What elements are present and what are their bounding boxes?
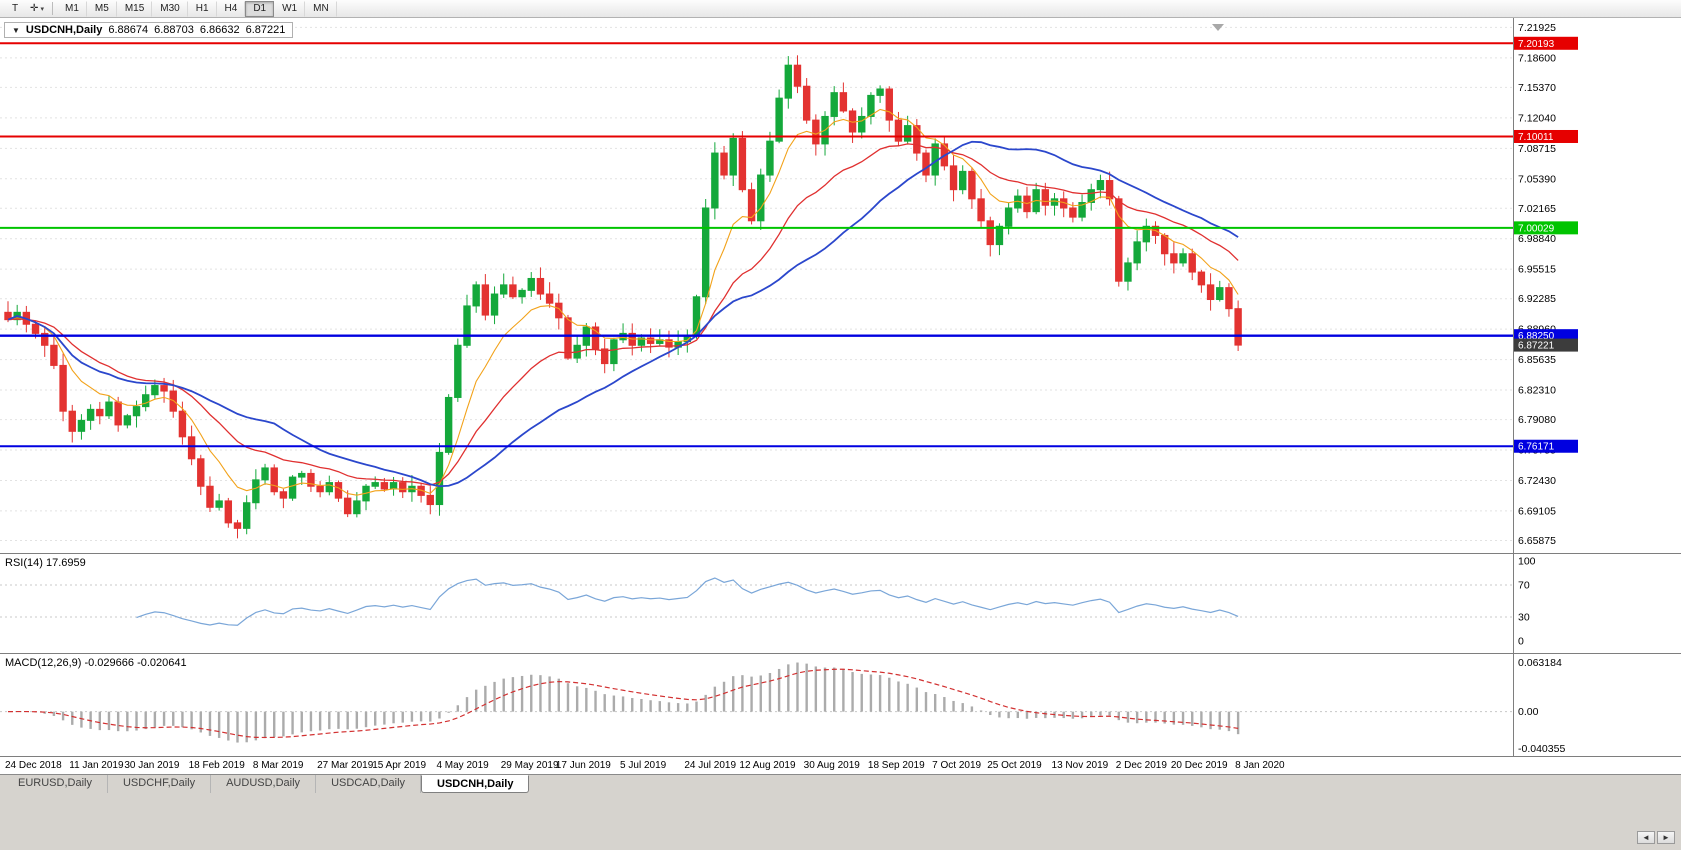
- crosshair-icon: ✛: [30, 3, 39, 14]
- svg-text:6.82310: 6.82310: [1518, 385, 1556, 397]
- x-axis-label: 7 Oct 2019: [932, 760, 982, 771]
- chart-tab-usdcad[interactable]: USDCAD,Daily: [316, 775, 422, 793]
- x-axis-label: 18 Sep 2019: [867, 760, 925, 771]
- svg-text:6.87221: 6.87221: [1518, 341, 1555, 352]
- chart-shift-marker: [1212, 24, 1224, 31]
- timeframe-button-h4[interactable]: H4: [217, 0, 246, 17]
- svg-text:70: 70: [1518, 580, 1530, 592]
- rsi-panel[interactable]: 100 70 30 0: [0, 553, 1681, 653]
- rsi-line: [136, 577, 1239, 626]
- cursor-tool-button[interactable]: ✛ ▾: [26, 1, 48, 17]
- svg-text:0: 0: [1518, 636, 1524, 648]
- x-axis-label: 18 Feb 2019: [188, 760, 245, 771]
- chart-tab-eurusd[interactable]: EURUSD,Daily: [3, 775, 108, 793]
- chevron-down-icon: ▾: [40, 5, 44, 13]
- timeframe-button-m1[interactable]: M1: [57, 0, 87, 17]
- chart-tabs-bar: EURUSD,Daily USDCHF,Daily AUDUSD,Daily USDC…: [0, 774, 1681, 794]
- svg-text:6.92285: 6.92285: [1518, 293, 1556, 305]
- x-axis-label: 20 Dec 2019: [1170, 760, 1228, 771]
- svg-text:7.15370: 7.15370: [1518, 82, 1556, 94]
- svg-text:6.98840: 6.98840: [1518, 233, 1556, 245]
- svg-text:6.65875: 6.65875: [1518, 535, 1556, 547]
- svg-text:30: 30: [1518, 612, 1530, 624]
- x-axis-label: 30 Jan 2019: [124, 760, 180, 771]
- macd-indicator-label: MACD(12,26,9) -0.029666 -0.020641: [5, 657, 187, 669]
- svg-text:-0.040355: -0.040355: [1518, 743, 1565, 755]
- x-axis-label: 4 May 2019: [436, 760, 489, 771]
- ma-slow: [7, 140, 1239, 488]
- chevron-down-icon[interactable]: ▼: [12, 25, 20, 35]
- timeframe-button-d1[interactable]: D1: [245, 0, 275, 17]
- ma-fast: [7, 108, 1239, 496]
- timeframe-toolbar: M1 M5 M15 M30 H1 H4 D1 W1 MN: [57, 0, 337, 17]
- x-axis-label: 8 Mar 2019: [252, 760, 304, 771]
- chart-tab-usdchf[interactable]: USDCHF,Daily: [108, 775, 212, 793]
- x-axis-label: 30 Aug 2019: [803, 760, 860, 771]
- rsi-indicator-label: RSI(14) 17.6959: [5, 557, 86, 569]
- svg-text:6.79080: 6.79080: [1518, 414, 1556, 426]
- svg-text:7.18600: 7.18600: [1518, 52, 1556, 64]
- timeframe-button-m30[interactable]: M30: [152, 0, 188, 17]
- scroll-right-button[interactable]: ►: [1657, 831, 1675, 844]
- svg-text:6.76171: 6.76171: [1518, 442, 1555, 453]
- low-value: 6.86632: [199, 24, 240, 36]
- x-axis-label: 24 Dec 2018: [5, 760, 62, 771]
- svg-text:7.21925: 7.21925: [1518, 22, 1556, 34]
- chart-tab-usdcnh[interactable]: USDCNH,Daily: [421, 775, 530, 793]
- svg-text:100: 100: [1518, 556, 1536, 568]
- svg-text:7.05390: 7.05390: [1518, 173, 1556, 185]
- x-axis-label: 25 Oct 2019: [987, 760, 1042, 771]
- toolbar-separator: [52, 2, 53, 15]
- svg-text:6.88250: 6.88250: [1518, 331, 1555, 342]
- symbol-label: USDCNH,Daily: [25, 24, 103, 36]
- x-axis-label: 12 Aug 2019: [739, 760, 796, 771]
- svg-text:7.12040: 7.12040: [1518, 112, 1556, 124]
- svg-text:7.10011: 7.10011: [1518, 132, 1554, 143]
- timeframe-button-m5[interactable]: M5: [87, 0, 117, 17]
- time-axis[interactable]: 24 Dec 2018 11 Jan 2019 30 Jan 2019 18 Feb …: [0, 756, 1681, 774]
- x-axis-label: 11 Jan 2019: [69, 760, 124, 771]
- ma-mid: [7, 143, 1239, 486]
- x-axis-label: 27 Mar 2019: [317, 760, 374, 771]
- chart-tab-audusd[interactable]: AUDUSD,Daily: [211, 775, 317, 793]
- x-axis-label: 29 May 2019: [500, 760, 559, 771]
- price-chart[interactable]: 7.21925 7.18600 7.15370 7.12040 7.08715 7.053…: [0, 18, 1681, 553]
- status-bar: ◄ ►: [0, 794, 1681, 850]
- x-axis-label: 13 Nov 2019: [1051, 760, 1109, 771]
- chart-title-box: ▼ USDCNH,Daily 6.88674 6.88703 6.86632 6…: [4, 22, 294, 38]
- x-axis-label: 2 Dec 2019: [1115, 760, 1167, 771]
- timeframe-button-m15[interactable]: M15: [117, 0, 153, 17]
- x-axis-label: 15 Apr 2019: [372, 760, 427, 771]
- x-axis-label: 17 Jun 2019: [555, 760, 611, 771]
- svg-text:6.72430: 6.72430: [1518, 475, 1556, 487]
- x-axis-label: 8 Jan 2020: [1235, 760, 1285, 771]
- svg-text:0.00: 0.00: [1518, 706, 1539, 718]
- scroll-left-button[interactable]: ◄: [1637, 831, 1655, 844]
- svg-text:7.20193: 7.20193: [1518, 39, 1555, 50]
- svg-text:6.85635: 6.85635: [1518, 354, 1556, 366]
- text-tool-icon: T: [11, 3, 19, 14]
- svg-text:7.00029: 7.00029: [1518, 223, 1555, 234]
- svg-text:7.02165: 7.02165: [1518, 203, 1556, 215]
- macd-signal-line: [7, 668, 1239, 739]
- current-price-tag: [1514, 338, 1578, 352]
- x-axis-label: 5 Jul 2019: [620, 760, 667, 771]
- timeframe-button-mn[interactable]: MN: [305, 0, 337, 17]
- high-value: 6.88703: [154, 24, 194, 36]
- svg-text:6.69105: 6.69105: [1518, 505, 1556, 517]
- timeframe-button-h1[interactable]: H1: [188, 0, 217, 17]
- macd-panel[interactable]: 0.063184 0.00 -0.040355: [0, 653, 1681, 756]
- open-value: 6.88674: [108, 24, 149, 36]
- top-toolbar: T ✛ ▾ M1 M5 M15 M30 H1 H4 D1 W1 MN: [0, 0, 1681, 18]
- svg-text:6.95515: 6.95515: [1518, 264, 1556, 276]
- x-axis-label: 24 Jul 2019: [684, 760, 737, 771]
- svg-text:0.063184: 0.063184: [1518, 657, 1562, 669]
- svg-text:7.08715: 7.08715: [1518, 143, 1556, 155]
- text-tool-button[interactable]: T: [4, 1, 26, 17]
- timeframe-button-w1[interactable]: W1: [274, 0, 306, 17]
- close-value: 6.87221: [245, 24, 286, 36]
- chart-window: ▼ USDCNH,Daily 6.88674 6.88703 6.86632 6…: [0, 18, 1681, 774]
